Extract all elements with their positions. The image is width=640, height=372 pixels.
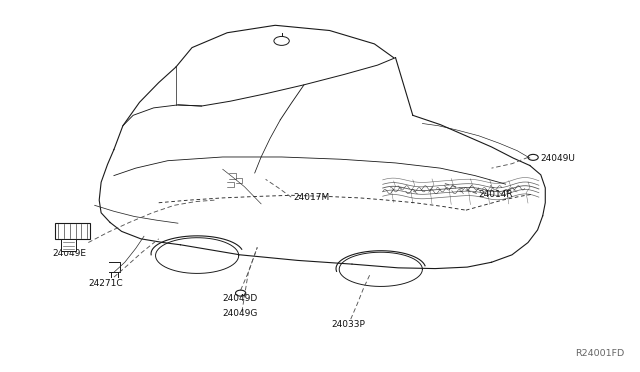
Text: 24033P: 24033P: [332, 320, 365, 329]
Text: 24049G: 24049G: [223, 309, 258, 318]
Bar: [55, 223, 90, 239]
Text: R24001FD: R24001FD: [575, 349, 624, 358]
Bar: [61, 239, 76, 251]
Text: 24049D: 24049D: [223, 294, 258, 303]
Text: 24017M: 24017M: [293, 193, 330, 202]
Text: 24014R: 24014R: [479, 190, 513, 199]
Text: 24049U: 24049U: [541, 154, 575, 163]
Text: 24049E: 24049E: [52, 249, 86, 258]
Text: 24271C: 24271C: [88, 279, 123, 288]
